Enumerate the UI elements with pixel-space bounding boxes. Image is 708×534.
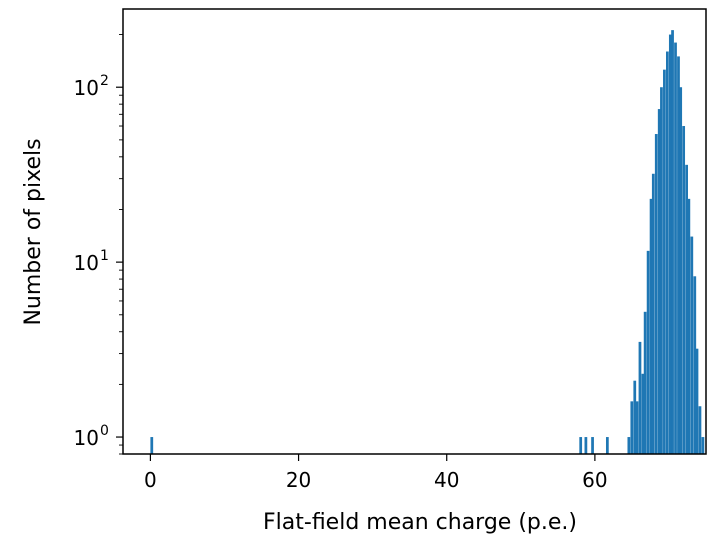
x-axis-label: Flat-field mean charge (p.e.) — [263, 510, 577, 534]
histogram-bar — [668, 34, 672, 455]
x-tick-label: 40 — [434, 468, 459, 492]
histogram-bar — [605, 437, 609, 454]
histogram-bar — [635, 401, 639, 454]
y-tick-exponent: 1 — [100, 248, 109, 264]
y-tick-label: 10 — [74, 76, 99, 100]
histogram-bar — [701, 437, 705, 454]
x-tick-label: 20 — [286, 468, 311, 492]
plot-frame — [122, 8, 707, 455]
histogram-bar — [695, 348, 699, 454]
y-tick-exponent: 2 — [100, 73, 109, 89]
histogram-bar — [693, 276, 697, 454]
histogram-bar — [663, 69, 666, 454]
histogram-bar — [685, 164, 688, 454]
x-tick-label: 0 — [144, 468, 157, 492]
histogram-bar — [579, 437, 583, 454]
histogram-bar — [671, 30, 674, 454]
histogram-bar — [633, 380, 637, 454]
histogram-bar — [591, 437, 594, 454]
histogram-bar — [674, 42, 677, 455]
histogram-bar — [643, 311, 647, 454]
histogram-bar — [584, 437, 588, 454]
histogram-bar — [679, 87, 683, 454]
histogram-bar — [627, 437, 631, 454]
histogram-bar — [690, 236, 694, 454]
histogram-bar — [657, 109, 661, 454]
histogram-bar — [150, 437, 154, 454]
x-tick-label: 60 — [582, 468, 607, 492]
y-axis-label: Number of pixels — [21, 138, 46, 325]
histogram-bar — [698, 406, 702, 454]
histogram-bar — [687, 198, 691, 454]
histogram-bar — [638, 341, 642, 454]
y-tick-exponent: 0 — [100, 423, 109, 439]
histogram-bar — [630, 401, 634, 454]
y-tick-label: 10 — [74, 251, 99, 275]
histogram-bar — [654, 134, 658, 454]
histogram-bar — [649, 198, 653, 454]
histogram-bar — [660, 87, 663, 454]
y-tick-label: 10 — [74, 426, 99, 450]
histogram-bar — [666, 51, 669, 454]
histogram-bar — [682, 126, 686, 455]
histogram-bar — [641, 373, 645, 454]
bars-group — [150, 30, 705, 455]
histogram-bar — [651, 173, 655, 454]
histogram-bar — [677, 56, 680, 454]
histogram-bar — [646, 250, 650, 454]
